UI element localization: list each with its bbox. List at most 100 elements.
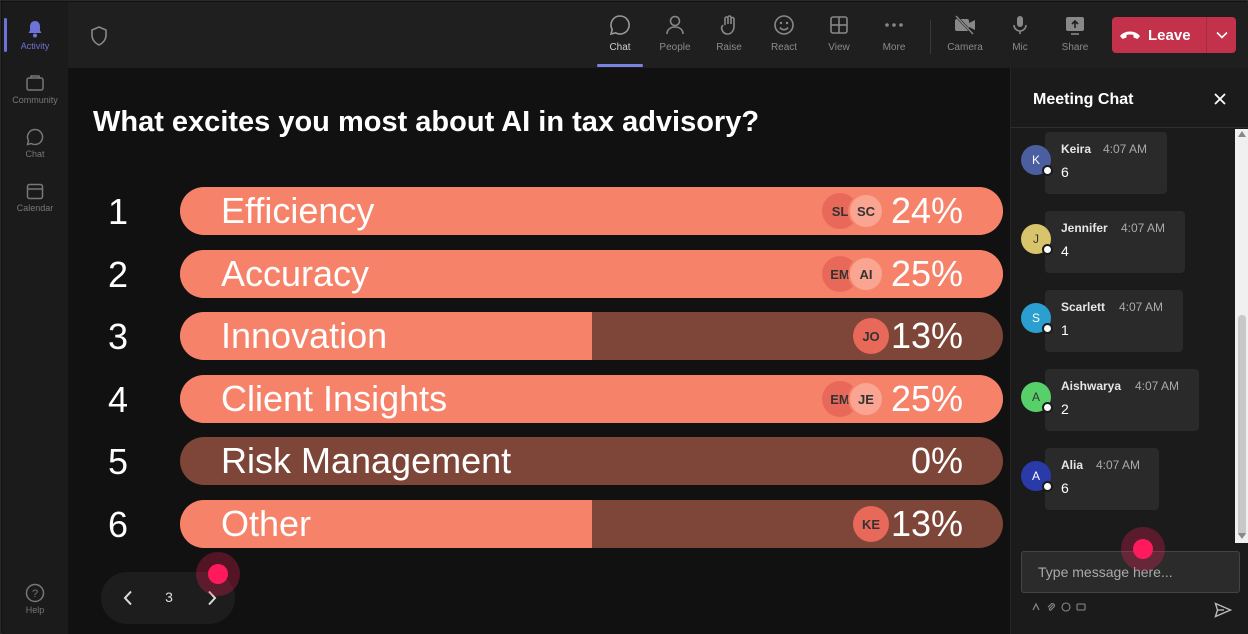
option-label: Client Insights [221, 378, 448, 419]
message-time: 4:07 AM [1096, 458, 1141, 472]
rail-item-label: Activity [20, 41, 50, 51]
rail-item-activity[interactable]: Activity [2, 8, 68, 62]
chat-header: Meeting Chat [1011, 68, 1248, 128]
avatar: K [1021, 145, 1053, 176]
leave-button[interactable]: Leave [1112, 17, 1236, 53]
message-time: 4:07 AM [1119, 300, 1164, 314]
option-number: 4 [108, 379, 129, 420]
toolbar-label: People [659, 42, 691, 53]
message-sender: Keira [1061, 142, 1092, 156]
status-dot [1042, 323, 1053, 334]
chat-message: Scarlett 4:07 AM 1 S [1021, 290, 1231, 354]
message-bubble: Aishwarya 4:07 AM 2 [1045, 369, 1199, 431]
message-bubble: Jennifer 4:07 AM 4 [1045, 211, 1185, 273]
chevron-left-icon[interactable] [117, 586, 139, 610]
option-number: 3 [108, 316, 129, 357]
toolbar-label: Raise [716, 42, 742, 53]
rail-item-community[interactable]: Community [2, 62, 68, 116]
status-dot [1042, 402, 1053, 413]
attach-icon[interactable] [1046, 602, 1056, 614]
poll-option: 2 Accuracy EM AI 25% [68, 250, 1010, 298]
chat-message: Alia 4:07 AM 6 A [1021, 448, 1231, 512]
raise-hand-icon [716, 12, 742, 38]
option-label: Other [221, 503, 312, 544]
option-label: Efficiency [221, 190, 375, 231]
page-number: 3 [165, 589, 173, 605]
avatar: AI [848, 256, 884, 292]
share-icon [1062, 12, 1088, 38]
chat-scrollbar[interactable] [1235, 129, 1248, 543]
option-bar: Client Insights EM JE 25% [180, 375, 1003, 423]
avatar-initial: J [1033, 232, 1039, 246]
svg-text:?: ? [32, 588, 38, 600]
message-bubble: Alia 4:07 AM 6 [1045, 448, 1159, 510]
chevron-down-icon[interactable] [1206, 17, 1236, 53]
rail-item-label: Community [12, 95, 58, 105]
toolbar-view-button[interactable]: View [814, 12, 864, 64]
meeting-toolbar: Chat People Raise React View [68, 2, 1248, 68]
message-sender: Jennifer [1061, 221, 1108, 235]
toolbar-label: Share [1061, 42, 1089, 53]
toolbar-react-button[interactable]: React [759, 12, 809, 64]
toolbar-label: More [882, 42, 906, 53]
status-dot [1042, 481, 1053, 492]
toolbar-label: View [828, 42, 850, 53]
option-number: 2 [108, 254, 129, 295]
avatar-initial: K [1031, 153, 1040, 167]
rail-item-chat[interactable]: Chat [2, 116, 68, 170]
scroll-thumb[interactable] [1238, 315, 1246, 537]
format-icon[interactable] [1031, 602, 1041, 614]
option-bar: Innovation JO 13% [180, 312, 1003, 360]
avatar-initial: A [1031, 469, 1040, 483]
toolbar-divider [930, 20, 931, 54]
avatar: A [1021, 382, 1053, 413]
send-icon[interactable] [1214, 602, 1233, 618]
calendar-icon [25, 181, 45, 201]
toolbar-share-button[interactable]: Share [1050, 12, 1100, 64]
meeting-chat-panel: Meeting Chat Keira 4:07 AM 6 K Jennifer [1010, 68, 1248, 634]
toolbar-chat-button[interactable]: Chat [595, 12, 645, 67]
phone-hangup-icon [1112, 29, 1148, 41]
toolbar-people-button[interactable]: People [650, 12, 700, 64]
option-percent: 13% [890, 315, 963, 356]
option-percent: 13% [890, 503, 963, 544]
close-icon[interactable] [1213, 92, 1227, 106]
message-bubble: Keira 4:07 AM 6 [1045, 132, 1167, 194]
toolbar-more-button[interactable]: More [869, 12, 919, 64]
status-dot [1042, 244, 1053, 255]
chat-message: Jennifer 4:07 AM 4 J [1021, 211, 1231, 275]
toolbar-raise-button[interactable]: Raise [704, 12, 754, 64]
chat-message-input[interactable]: Type message here... [1021, 551, 1240, 593]
option-bar-fill [180, 312, 592, 360]
message-time: 4:07 AM [1121, 221, 1166, 235]
toolbar-camera-button[interactable]: Camera [940, 12, 990, 64]
toolbar-mic-button[interactable]: Mic [995, 12, 1045, 64]
message-sender: Scarlett [1061, 300, 1106, 314]
chevron-right-icon[interactable] [201, 586, 223, 610]
avatar: KE [853, 506, 889, 542]
rail-item-calendar[interactable]: Calendar [2, 170, 68, 224]
gif-icon[interactable] [1076, 602, 1086, 614]
poll-question: What excites you most about AI in tax ad… [93, 106, 760, 138]
help-icon: ? [25, 583, 45, 603]
toolbar-label: Camera [947, 42, 983, 53]
mic-icon [1007, 12, 1033, 38]
emoji-icon[interactable] [1061, 602, 1071, 614]
shield-icon[interactable] [90, 26, 108, 46]
message-sender: Alia [1061, 458, 1084, 472]
left-rail: Activity Community Chat Calendar ? Help [2, 2, 68, 634]
option-bar: Accuracy EM AI 25% [180, 250, 1003, 298]
scroll-down-arrow[interactable] [1238, 533, 1246, 539]
message-time: 4:07 AM [1103, 142, 1148, 156]
avatar: JO [853, 318, 889, 354]
option-number: 6 [108, 504, 129, 545]
poll-option: 3 Innovation JO 13% [68, 312, 1010, 360]
avatar: J [1021, 224, 1053, 255]
message-text: 4 [1061, 243, 1069, 259]
avatar-initial: S [1031, 311, 1040, 325]
option-number: 1 [108, 191, 129, 232]
rail-item-help[interactable]: ? Help [2, 572, 68, 626]
toolbar-label: Mic [1012, 42, 1028, 53]
scroll-up-arrow[interactable] [1238, 131, 1246, 137]
message-time: 4:07 AM [1135, 379, 1180, 393]
